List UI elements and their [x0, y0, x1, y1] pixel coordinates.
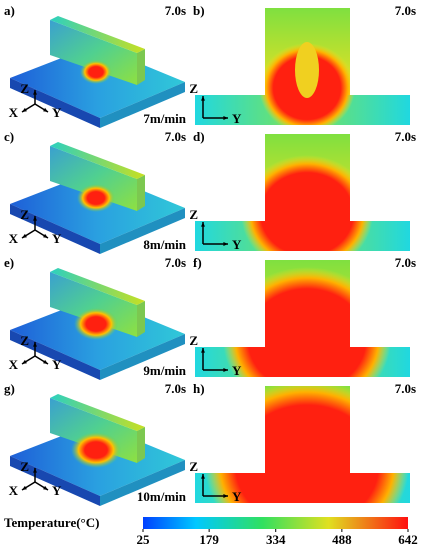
heat-zone — [74, 308, 118, 340]
arrow-head — [201, 222, 205, 227]
arrow-head — [201, 96, 205, 101]
panel-label: f) — [193, 255, 202, 270]
speed-label: 10m/min — [137, 489, 187, 504]
axis-label: Z — [20, 207, 29, 222]
colorbar-title: Temperature(°C) — [4, 515, 99, 530]
time-label: 7.0s — [165, 3, 186, 18]
cool-core — [295, 42, 319, 98]
colorbar-tick-label: 25 — [137, 532, 151, 547]
web-end — [137, 301, 145, 337]
axis-label: Z — [189, 459, 198, 474]
speed-label: 7m/min — [143, 111, 186, 126]
arrow-head — [22, 359, 27, 364]
axis-label: Y — [232, 111, 242, 126]
colorbar-tick-label: 488 — [332, 532, 352, 547]
axis-label: X — [9, 231, 19, 246]
axis-label: Y — [52, 483, 62, 498]
panel-label: h) — [193, 381, 205, 396]
time-label: 7.0s — [165, 255, 186, 270]
colorbar — [143, 517, 408, 529]
time-label: 7.0s — [165, 129, 186, 144]
arrow-head — [22, 233, 27, 238]
time-label: 7.0s — [165, 381, 186, 396]
plate-side — [100, 208, 185, 254]
axis-label: Y — [52, 357, 62, 372]
plate-front — [10, 456, 100, 506]
cross-section — [195, 8, 410, 125]
web-front — [50, 20, 137, 85]
speed-label: 9m/min — [143, 363, 186, 378]
heat-zone — [71, 432, 121, 468]
panel-label: b) — [193, 3, 205, 18]
web-top — [50, 394, 145, 431]
web-front — [50, 146, 137, 211]
panel-label: c) — [4, 129, 14, 144]
melt-zone — [241, 155, 373, 251]
plate-side — [100, 334, 185, 380]
cross-section — [195, 134, 410, 251]
arrow-head — [223, 368, 228, 372]
heat-zone — [77, 184, 115, 212]
colorbar-tick-label: 179 — [199, 532, 219, 547]
time-label: 7.0s — [395, 129, 416, 144]
arrow-head — [43, 485, 48, 490]
web-end — [137, 49, 145, 85]
axis-label: Z — [189, 333, 198, 348]
time-label: 7.0s — [395, 255, 416, 270]
arrow-head — [201, 474, 205, 479]
axis-label: X — [9, 483, 19, 498]
axis-label: Z — [20, 81, 29, 96]
arrow-head — [43, 233, 48, 238]
arrow-head — [201, 348, 205, 353]
axis-label: X — [9, 105, 19, 120]
arrow-head — [22, 485, 27, 490]
axis-label: Y — [232, 363, 242, 378]
time-label: 7.0s — [395, 381, 416, 396]
axis-label: Y — [232, 237, 242, 252]
axis-label: Z — [189, 81, 198, 96]
panel-label: g) — [4, 381, 15, 396]
web-end — [137, 427, 145, 463]
arrow-head — [33, 90, 37, 95]
arrow-head — [33, 216, 37, 221]
web-top — [50, 142, 145, 179]
plate-side — [100, 460, 185, 506]
arrow-head — [33, 468, 37, 473]
panel-label: a) — [4, 3, 15, 18]
arrow-head — [33, 342, 37, 347]
axis-label: Y — [232, 489, 242, 504]
arrow-head — [43, 107, 48, 112]
arrow-head — [223, 116, 228, 120]
arrow-head — [22, 107, 27, 112]
plate-front — [10, 78, 100, 128]
plate-front — [10, 204, 100, 254]
heat-zone — [80, 60, 112, 84]
cross-section — [195, 260, 410, 377]
colorbar-tick-label: 334 — [266, 532, 286, 547]
axis-label: Y — [52, 105, 62, 120]
axis-label: Y — [52, 231, 62, 246]
arrow-head — [223, 494, 228, 498]
axis-label: Z — [20, 459, 29, 474]
axis-label: X — [9, 357, 19, 372]
speed-label: 8m/min — [143, 237, 186, 252]
colorbar-tick-label: 642 — [398, 532, 418, 547]
web-top — [50, 16, 145, 53]
plate-front — [10, 330, 100, 380]
web-top — [50, 268, 145, 305]
web-end — [137, 175, 145, 211]
axis-label: Z — [20, 333, 29, 348]
axis-label: Z — [189, 207, 198, 222]
arrow-head — [223, 242, 228, 246]
panel-label: e) — [4, 255, 14, 270]
melt-zone — [223, 267, 391, 377]
panel-label: d) — [193, 129, 205, 144]
time-label: 7.0s — [395, 3, 416, 18]
arrow-head — [43, 359, 48, 364]
plate-side — [100, 82, 185, 128]
